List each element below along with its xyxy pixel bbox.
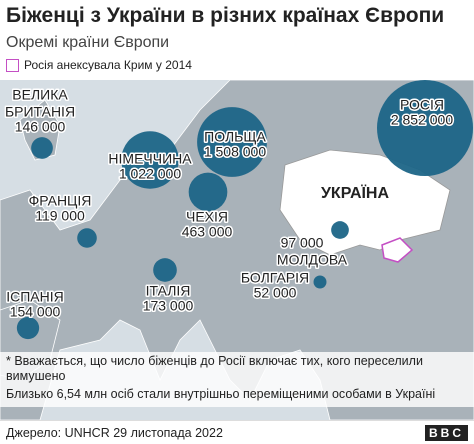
legend-swatch xyxy=(6,58,19,72)
value-label: 154 000 xyxy=(10,304,61,320)
country-name: МОЛДОВА xyxy=(277,252,348,268)
value-label: 52 000 xyxy=(254,285,297,301)
value-label: 1 022 000 xyxy=(119,166,181,182)
value-label: 97 000 xyxy=(281,235,324,251)
title: Біженці з України в різних країнах Європ… xyxy=(6,4,445,27)
country-name: ФРАНЦІЯ xyxy=(29,193,92,209)
ukraine-label: УКРАЇНА xyxy=(321,184,390,202)
note: Близько 6,54 млн осіб стали внутрішньо п… xyxy=(6,387,436,401)
value-label: 2 852 000 xyxy=(391,112,453,128)
value-label: 1 508 000 xyxy=(204,144,266,160)
subtitle: Окремі країни Європи xyxy=(6,34,170,51)
bubble xyxy=(77,228,97,248)
footer: Джерело: UNHCR 29 листопада 2022 BBC xyxy=(0,420,474,444)
country-name: НІМЕЧЧИНА xyxy=(108,151,192,167)
country-name: ВЕЛИКА xyxy=(12,87,68,103)
bubble xyxy=(331,221,349,239)
bubble xyxy=(377,80,473,176)
bubble xyxy=(121,131,179,189)
bubble xyxy=(31,137,53,159)
logo: BBC xyxy=(425,425,468,441)
source: Джерело: UNHCR 29 листопада 2022 xyxy=(6,426,223,440)
value-label: 119 000 xyxy=(35,208,85,224)
notes: * Вважається, що число біженців до Росії… xyxy=(0,352,474,407)
note: * Вважається, що число біженців до Росії… xyxy=(6,354,423,383)
legend: Росія анексувала Крим у 2014 xyxy=(6,58,192,72)
bubble xyxy=(153,258,177,282)
country-name: БОЛГАРІЯ xyxy=(241,270,309,286)
country-name: ІСПАНІЯ xyxy=(6,289,64,305)
value-label: 146 000 xyxy=(15,119,66,135)
country-name: РОСІЯ xyxy=(400,97,444,113)
value-label: 463 000 xyxy=(182,224,233,240)
legend-label: Росія анексувала Крим у 2014 xyxy=(24,58,192,72)
country-name: ПОЛЬЩА xyxy=(204,129,266,145)
bubble xyxy=(313,275,327,289)
value-label: 173 000 xyxy=(143,298,194,314)
country-name: ЧЕХІЯ xyxy=(186,209,228,225)
bubble xyxy=(16,316,40,340)
bubble xyxy=(188,172,228,212)
country-name: БРИТАНІЯ xyxy=(5,104,75,120)
country-name: ІТАЛІЯ xyxy=(146,283,191,299)
bubble xyxy=(197,107,267,177)
crimea xyxy=(381,237,414,263)
